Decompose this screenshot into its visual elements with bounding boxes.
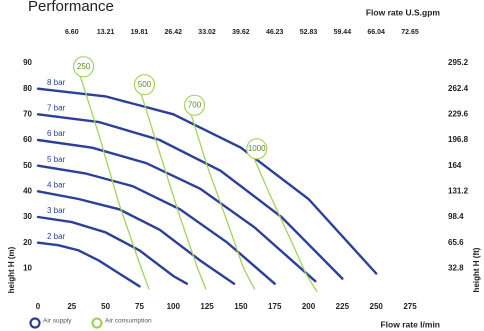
x2-tick-label: 59.44 <box>334 29 352 36</box>
x-tick-label: 200 <box>302 302 316 311</box>
pressure-curve <box>36 215 188 285</box>
x-tick-label: 50 <box>101 302 110 311</box>
y2-tick-label: 164 <box>448 161 462 170</box>
y-tick-label: 10 <box>23 263 32 272</box>
consumption-badge <box>133 74 156 96</box>
series-label: 3 bar <box>47 206 66 215</box>
x-tick-label: 175 <box>268 302 282 311</box>
y-tick-label: 90 <box>23 58 32 67</box>
x-axis-title: Flow rate l/min <box>380 319 440 329</box>
x-tick-label: 225 <box>336 302 350 311</box>
consumption-curve <box>77 70 150 290</box>
series-label: 2 bar <box>47 232 66 241</box>
y-tick-label: 30 <box>23 212 32 221</box>
x2-tick-label: 33.02 <box>198 29 216 36</box>
y2-tick-label: 262.4 <box>448 84 469 93</box>
y2-tick-label: 196.8 <box>448 135 469 144</box>
consumption-label: 1000 <box>248 144 266 153</box>
chart-title: Performance <box>28 0 114 15</box>
consumption-badge <box>183 94 206 116</box>
consumption-label: 500 <box>138 80 152 89</box>
legend-label: Air supply <box>43 318 72 325</box>
x2-tick-label: 46.23 <box>266 29 284 36</box>
y-tick-label: 50 <box>23 161 32 170</box>
x2-tick-label: 72.65 <box>401 29 419 36</box>
x2-axis-title: Flow rate U.S.gpm <box>366 7 441 17</box>
x-tick-label: 25 <box>67 302 76 311</box>
x-tick-label: 0 <box>36 302 41 311</box>
y2-tick-label: 98.4 <box>448 212 464 221</box>
pressure-curve <box>36 190 236 285</box>
series-label: 7 bar <box>47 103 66 112</box>
series-label: 5 bar <box>47 155 66 164</box>
x2-tick-label: 19.81 <box>131 29 149 36</box>
x2-tick-label: 26.42 <box>165 29 183 36</box>
x2-tick-label: 52.83 <box>300 29 318 36</box>
consumption-label: 700 <box>188 100 202 109</box>
y2-tick-label: 32.8 <box>448 263 464 272</box>
consumption-curve <box>188 108 256 290</box>
x-tick-label: 100 <box>167 302 181 311</box>
x2-tick-label: 6.60 <box>65 29 79 36</box>
pressure-curve <box>36 113 344 280</box>
legend-marker <box>91 317 103 329</box>
consumption-label: 250 <box>77 62 91 71</box>
pressure-curve <box>36 241 141 288</box>
series-label: 8 bar <box>47 78 66 87</box>
y2-tick-label: 131.2 <box>448 186 469 195</box>
y-tick-label: 20 <box>23 238 32 247</box>
y-tick-label: 40 <box>23 186 32 195</box>
consumption-badge <box>72 56 95 78</box>
x-tick-label: 150 <box>234 302 248 311</box>
pressure-curve <box>36 138 317 283</box>
x2-tick-label: 66.04 <box>367 29 385 36</box>
x-tick-label: 250 <box>370 302 384 311</box>
x-tick-label: 125 <box>200 302 214 311</box>
pressure-curve <box>36 87 378 275</box>
y2-tick-label: 229.6 <box>448 109 469 118</box>
y2-tick-label: 295.2 <box>448 58 469 67</box>
y-tick-label: 70 <box>23 109 32 118</box>
y-axis-title: height H (m) <box>7 246 16 293</box>
x-tick-label: 75 <box>135 302 144 311</box>
pressure-curve <box>36 164 276 285</box>
y2-tick-label: 65.6 <box>448 238 464 247</box>
consumption-curve <box>138 88 207 290</box>
y2-axis-title: height H (ft) <box>472 247 481 292</box>
x-tick-label: 275 <box>403 302 417 311</box>
series-label: 6 bar <box>47 129 66 138</box>
consumption-badge <box>246 138 268 160</box>
series-label: 4 bar <box>47 180 66 189</box>
legend-marker <box>29 317 41 329</box>
y-tick-label: 60 <box>23 135 32 144</box>
legend-label: Air consumption <box>105 318 152 325</box>
x2-tick-label: 13.21 <box>97 29 115 36</box>
x2-tick-label: 39.62 <box>232 29 250 36</box>
y-tick-label: 80 <box>23 84 32 93</box>
consumption-curve <box>251 152 318 293</box>
